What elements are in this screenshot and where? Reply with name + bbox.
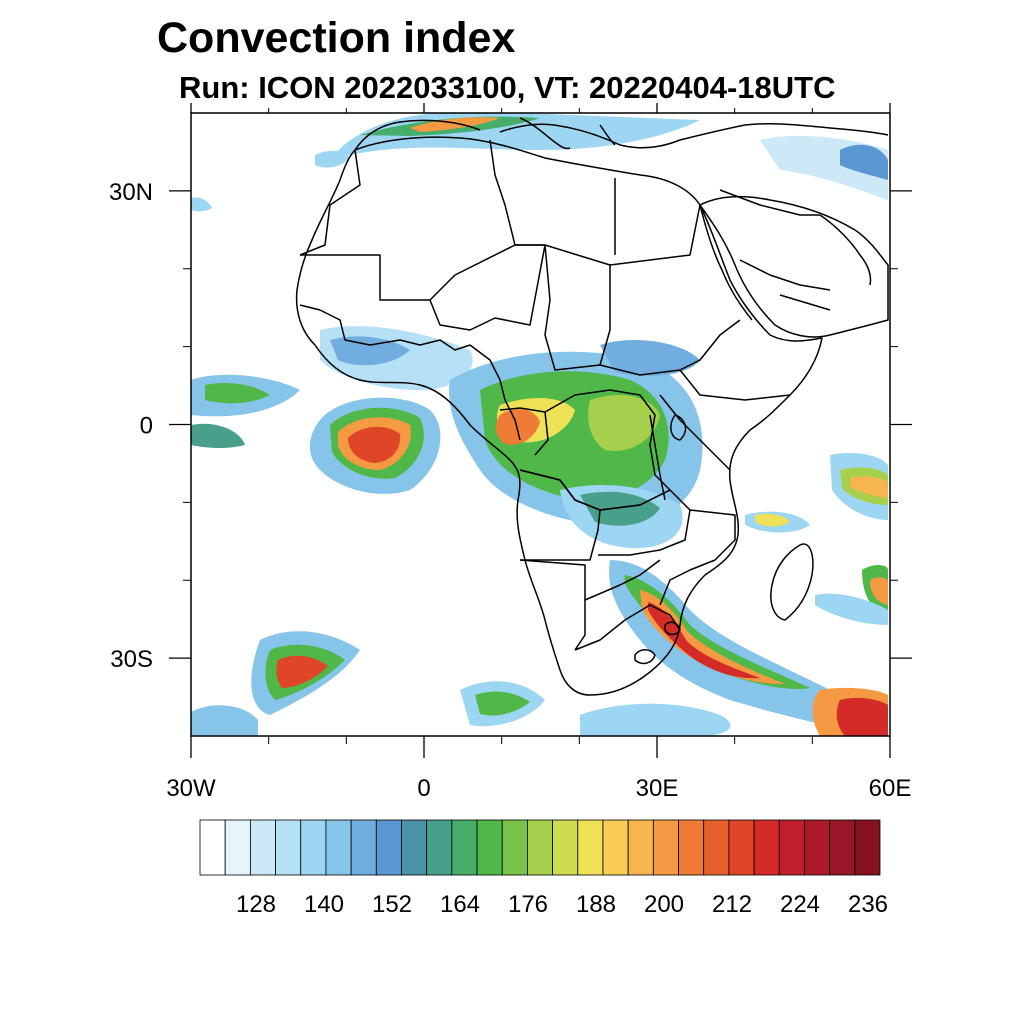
colorbar-label: 188 — [576, 891, 616, 918]
convection-blob-reunion-core — [870, 577, 888, 605]
colorbar-label: 140 — [304, 891, 344, 918]
greece-coastline — [599, 124, 616, 146]
colorbar-label: 164 — [440, 891, 480, 918]
convection-blob-south-atlantic-2-core — [475, 691, 530, 716]
border-eswatini — [664, 621, 681, 636]
colorbar-swatch — [728, 819, 755, 876]
convection-blob-congo-east — [588, 395, 660, 451]
border-lakes — [649, 414, 687, 501]
colorbar-swatch — [249, 819, 276, 876]
colorbar-swatch — [829, 819, 856, 876]
border-sudan-ethiopia — [599, 265, 741, 376]
lat-tick-label: 0 — [140, 413, 153, 440]
convection-blob-south-indian — [580, 703, 731, 736]
convection-blob-south-indian-east-red — [836, 697, 888, 736]
border-namibia-botswana — [519, 559, 661, 651]
colorbar-swatch — [325, 819, 352, 876]
border-arabia-internal — [719, 189, 831, 311]
border-south-africa — [574, 604, 681, 651]
madagascar-coastline — [770, 543, 814, 621]
convection-blob-southwest-corner — [191, 705, 258, 736]
border-nigeria-cameroon — [469, 344, 521, 441]
colorbar-label: 236 — [848, 891, 888, 918]
convection-blob-atlantic-west-core — [205, 383, 270, 404]
colorbar-swatch — [804, 819, 831, 876]
colorbar-swatch — [451, 819, 478, 876]
colorbar-swatch — [426, 819, 453, 876]
convection-blob-sw-indian — [815, 593, 888, 625]
colorbar-swatch — [753, 819, 780, 876]
colorbar-label: 152 — [372, 891, 412, 918]
convection-blob-west-africa-core — [330, 336, 410, 366]
colorbar-swatch — [401, 819, 428, 876]
colorbar-swatch — [602, 819, 629, 876]
colorbar-label: 200 — [644, 891, 684, 918]
colorbar-swatch — [350, 819, 377, 876]
colorbar-swatch — [527, 819, 553, 876]
lat-tick-label: 30S — [110, 646, 153, 673]
arabia-coastline — [699, 195, 889, 338]
border-morocco-algeria — [299, 149, 361, 256]
europe-coastline — [354, 119, 889, 151]
colorbar-label: 176 — [508, 891, 548, 918]
border-ethiopia-somalia — [679, 369, 791, 401]
colorbar-swatch — [854, 819, 881, 876]
colorbar: 128 140 152 164 176 188 200 212 224 236 — [199, 819, 888, 918]
convection-blob-south-atlantic-red — [276, 655, 328, 688]
convection-blob-canary — [315, 150, 350, 168]
border-sahel — [300, 204, 701, 301]
convection-blob-atlantic-30n — [191, 197, 212, 212]
colorbar-swatch — [577, 819, 604, 876]
colorbar-swatch — [375, 819, 402, 876]
border-mali-niger — [429, 244, 546, 331]
convection-blob-atlantic-west-2 — [191, 423, 245, 449]
border-zambia — [598, 489, 691, 556]
convection-blob-ethiopia — [600, 340, 700, 376]
colorbar-swatch — [552, 819, 579, 876]
colorbar-swatch — [652, 819, 679, 876]
convection-blob-mediterranean-peak — [410, 117, 500, 132]
convection-field — [191, 113, 888, 736]
convection-blob-gabon-red — [495, 409, 540, 445]
colorbar-label: 128 — [236, 891, 276, 918]
convection-blob-mozambique-green — [624, 575, 810, 690]
lon-tick-label: 30W — [166, 775, 216, 802]
border-west-africa — [299, 304, 471, 351]
persian-gulf-coast — [819, 214, 872, 286]
lat-tick-label: 30N — [109, 179, 153, 206]
colorbar-swatch — [678, 819, 705, 876]
colorbar-swatch — [501, 819, 528, 876]
map-subtitle: Run: ICON 2022033100, VT: 20220404-18UTC — [179, 70, 836, 105]
lon-tick-label: 0 — [417, 775, 430, 802]
convection-blob-gulf-guinea-red — [348, 426, 401, 463]
border-lesotho — [634, 649, 656, 665]
colorbar-swatch — [476, 819, 503, 876]
border-kenya-tanzania — [659, 394, 731, 471]
colorbar-swatch — [224, 819, 251, 876]
map-axes: 30W 0 30E 60E 30N 0 30S — [109, 103, 912, 802]
colorbar-swatch — [300, 819, 327, 876]
colorbar-label: 224 — [780, 891, 820, 918]
colorbar-swatch — [778, 819, 805, 876]
lon-tick-label: 30E — [636, 775, 679, 802]
colorbar-swatch — [275, 819, 302, 876]
border-mozambique — [659, 509, 736, 606]
convection-blob-madagascar-north-core — [755, 513, 790, 527]
convection-blob-iran — [840, 144, 888, 180]
italy-coastline — [519, 117, 571, 150]
lon-tick-label: 60E — [869, 775, 912, 802]
colorbar-swatch — [627, 819, 654, 876]
coastlines-and-borders — [295, 117, 889, 696]
colorbar-swatch — [703, 819, 730, 876]
map-title: Convection index — [157, 14, 516, 62]
colorbar-label: 212 — [712, 891, 752, 918]
colorbar-swatch — [199, 819, 226, 876]
border-chad-sudan — [544, 244, 601, 371]
convection-blob-indian-ocean-orange — [850, 476, 888, 498]
red-sea-coast — [699, 204, 753, 321]
